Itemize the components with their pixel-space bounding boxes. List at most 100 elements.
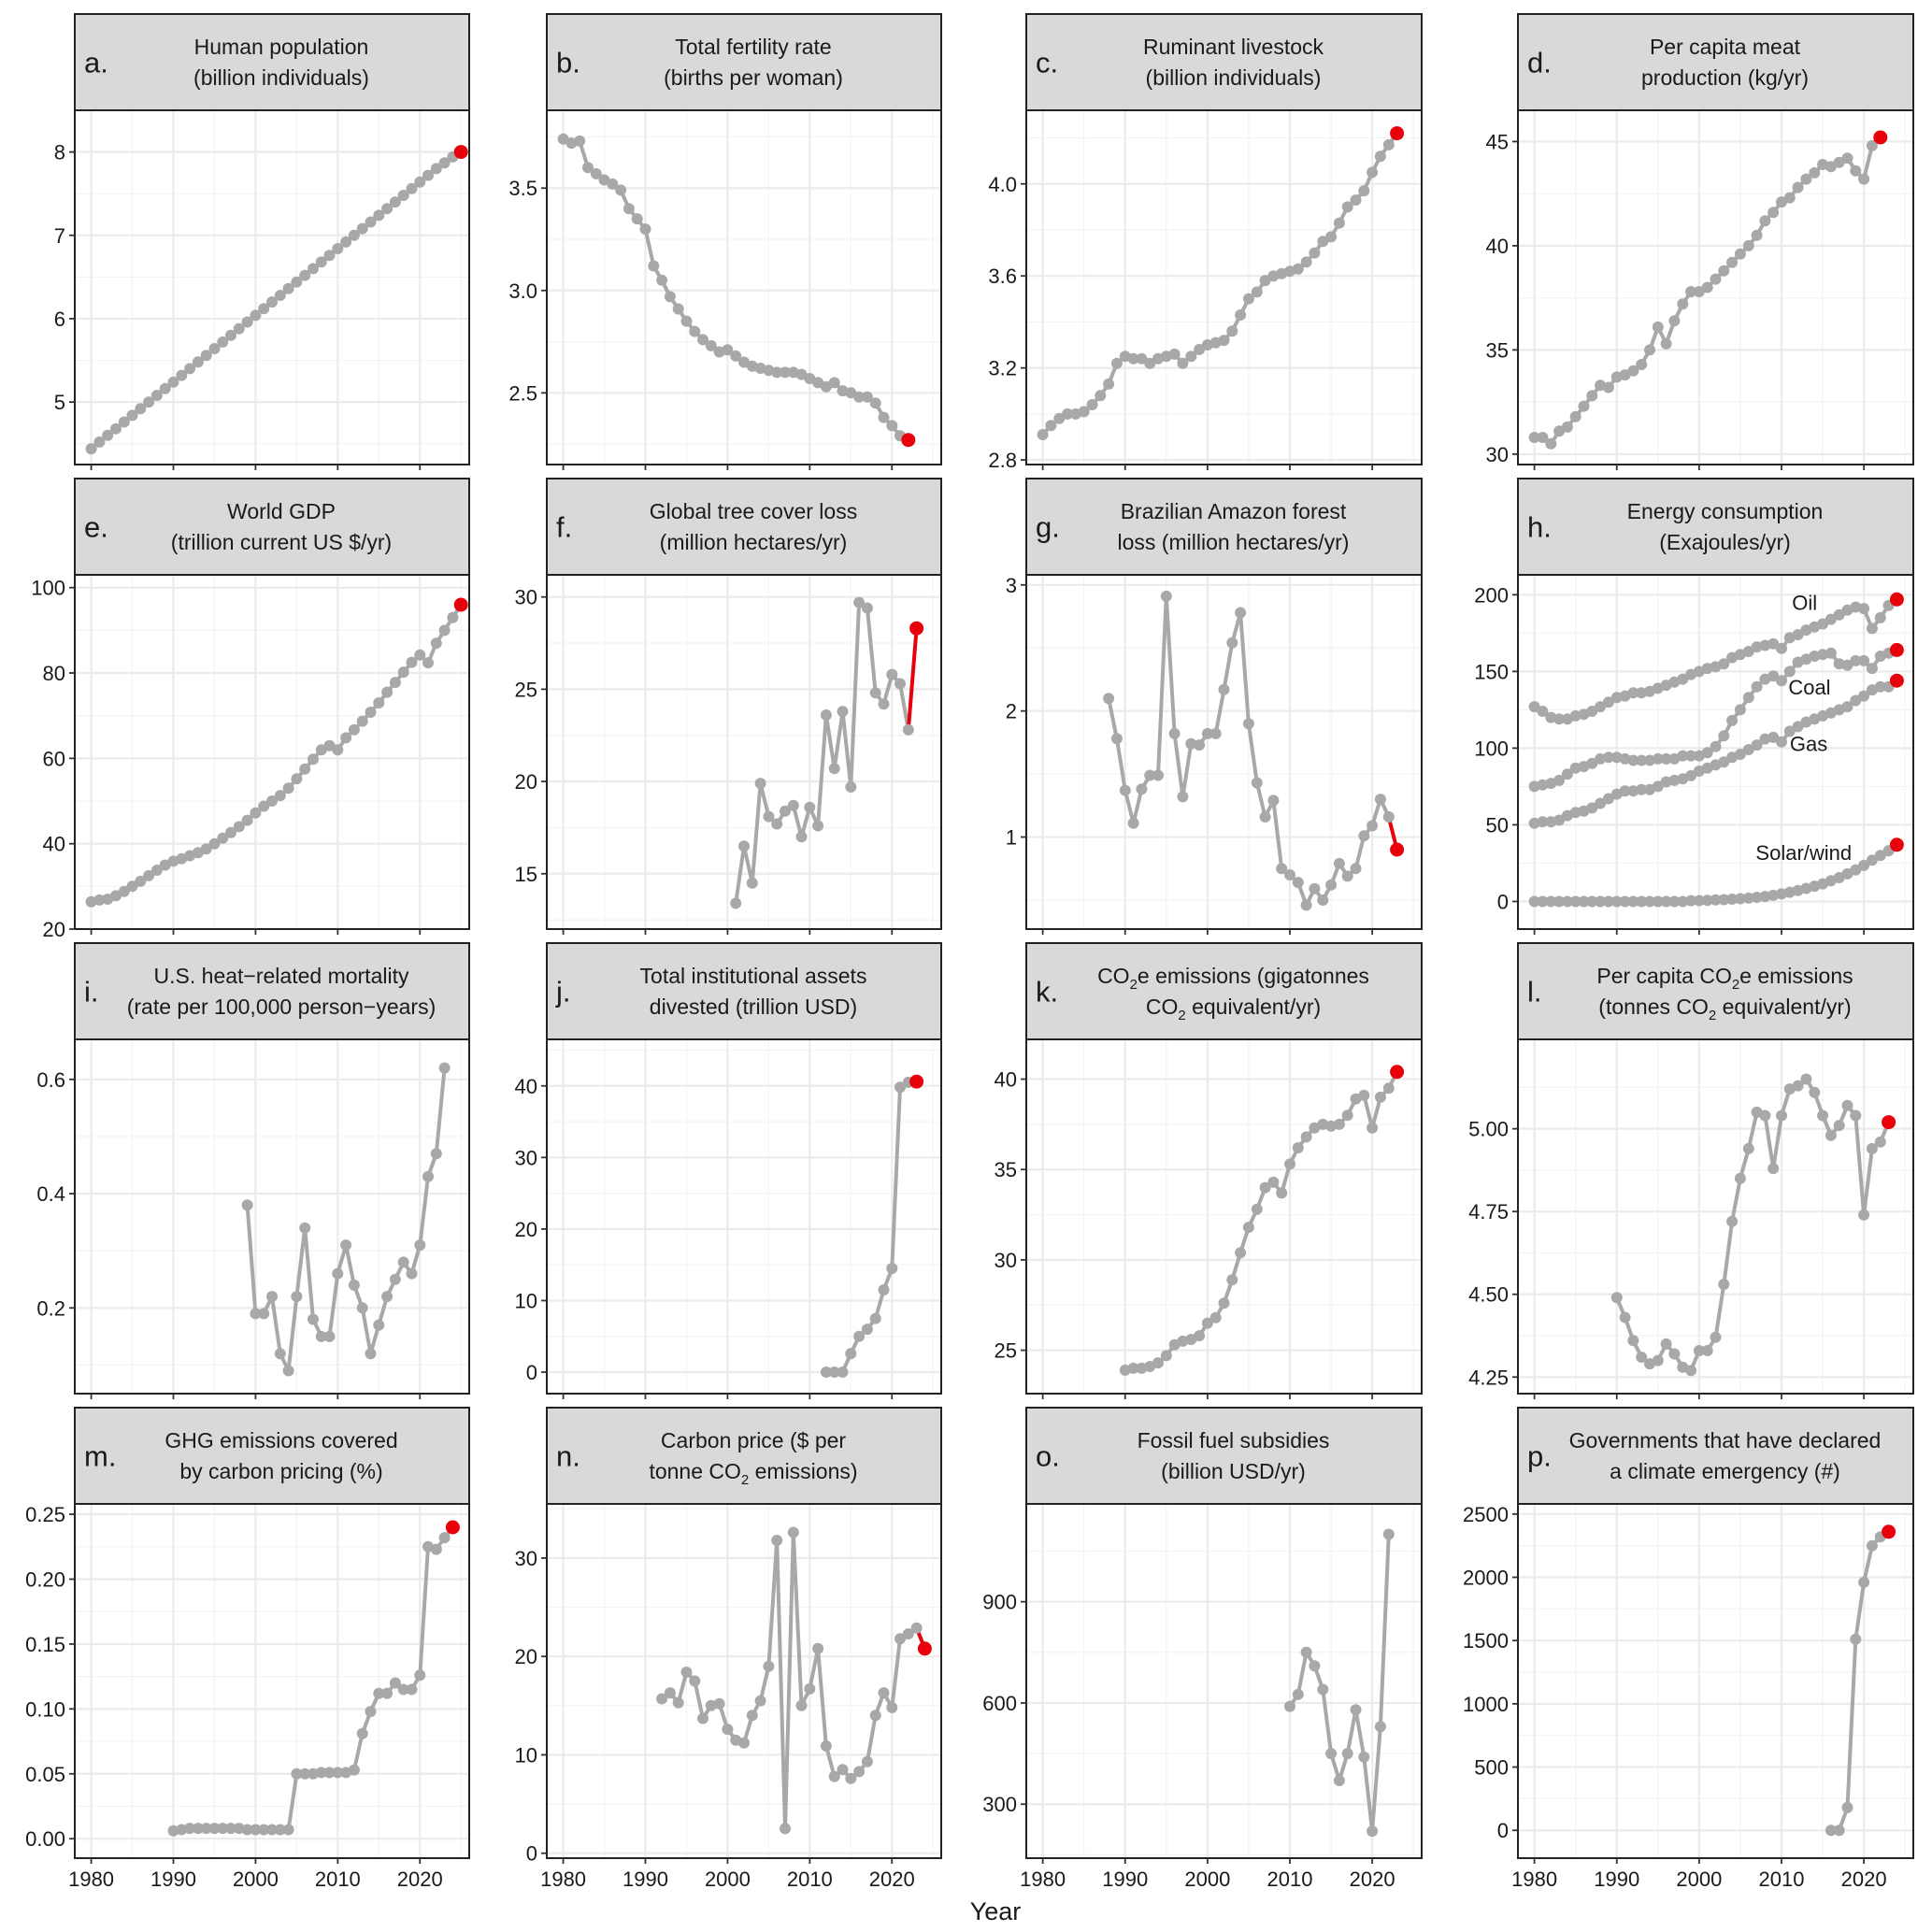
y-tick-label: 1 bbox=[1006, 826, 1017, 850]
latest-data-point bbox=[453, 145, 468, 160]
panel-title-line: (million hectares/yr) bbox=[660, 530, 848, 554]
y-tick-label: 300 bbox=[982, 1793, 1017, 1816]
series-group bbox=[557, 133, 916, 448]
data-point bbox=[1817, 618, 1829, 630]
data-point bbox=[1685, 1365, 1697, 1377]
data-point bbox=[1136, 352, 1148, 365]
data-point bbox=[348, 1279, 360, 1291]
data-point bbox=[1636, 1352, 1648, 1363]
y-tick-label: 3 bbox=[1006, 574, 1017, 597]
data-point bbox=[837, 1367, 849, 1378]
data-point bbox=[639, 223, 651, 236]
data-point bbox=[1251, 1203, 1263, 1215]
data-point bbox=[1858, 690, 1870, 702]
data-point bbox=[225, 329, 236, 341]
panel-letter: f. bbox=[556, 511, 572, 544]
data-point bbox=[274, 1348, 286, 1360]
data-point bbox=[1160, 1350, 1172, 1362]
data-point bbox=[1595, 797, 1607, 809]
data-point bbox=[1358, 1751, 1370, 1763]
data-point bbox=[192, 1823, 204, 1835]
latest-data-point bbox=[1390, 842, 1405, 857]
data-point bbox=[697, 1712, 708, 1724]
data-point bbox=[1726, 894, 1739, 905]
panel-j: j. Total institutional assets divested (tr… bbox=[515, 942, 942, 1399]
x-tick-label: 2010 bbox=[1759, 1868, 1805, 1891]
y-tick-label: 40 bbox=[995, 1068, 1017, 1092]
data-point bbox=[1602, 793, 1614, 805]
data-point bbox=[1586, 757, 1598, 769]
data-point bbox=[1325, 879, 1338, 891]
data-point bbox=[1767, 670, 1780, 682]
data-point bbox=[1127, 1362, 1139, 1374]
plot-border bbox=[1025, 109, 1423, 465]
data-point bbox=[1537, 706, 1549, 717]
y-tick-label: 150 bbox=[1474, 660, 1509, 683]
data-point bbox=[1602, 895, 1614, 908]
data-point bbox=[1177, 357, 1189, 369]
data-point bbox=[1701, 281, 1713, 293]
data-point bbox=[340, 236, 352, 248]
panel-e: e. World GDP (trillion current US $/yr) 20 4… bbox=[31, 478, 470, 941]
data-point bbox=[365, 1706, 377, 1718]
data-point bbox=[1095, 390, 1107, 402]
data-point bbox=[1742, 1142, 1754, 1154]
data-point bbox=[861, 1755, 873, 1767]
data-point bbox=[241, 1824, 253, 1836]
latest-data-point bbox=[1873, 130, 1888, 145]
data-point bbox=[1874, 611, 1886, 623]
panel-title-line: Total institutional assets bbox=[640, 964, 867, 988]
y-tick-label: 200 bbox=[1474, 583, 1509, 607]
data-point bbox=[1668, 315, 1681, 327]
data-point bbox=[93, 436, 106, 448]
data-point bbox=[1333, 1775, 1345, 1786]
data-point bbox=[1194, 739, 1206, 751]
panel-title-strip bbox=[546, 942, 942, 1040]
panel-title-strip bbox=[74, 478, 470, 576]
data-point bbox=[730, 350, 742, 362]
data-point bbox=[1586, 390, 1598, 402]
y-tick-label: 2.5 bbox=[508, 381, 537, 405]
data-point bbox=[1710, 740, 1722, 752]
data-point bbox=[1701, 894, 1713, 907]
x-tick-label: 2020 bbox=[397, 1868, 443, 1891]
data-point bbox=[266, 1824, 278, 1836]
y-tick-label: 0 bbox=[526, 1361, 537, 1384]
panel-title-line: divested (trillion USD) bbox=[650, 995, 857, 1019]
data-point bbox=[689, 1675, 701, 1687]
data-point bbox=[705, 339, 717, 351]
data-point bbox=[1292, 263, 1304, 275]
latest-change-segment bbox=[906, 626, 919, 732]
data-point bbox=[422, 1170, 434, 1182]
data-point bbox=[828, 1367, 840, 1378]
gridlines bbox=[75, 110, 469, 465]
y-tick-label: 0.6 bbox=[36, 1068, 65, 1092]
data-point bbox=[332, 744, 344, 756]
data-point bbox=[771, 818, 783, 830]
data-point bbox=[1537, 432, 1549, 443]
gridlines bbox=[1026, 1504, 1422, 1858]
data-point bbox=[438, 624, 451, 637]
data-point bbox=[1194, 343, 1206, 355]
data-point bbox=[1341, 1748, 1353, 1760]
y-tick-label: 8 bbox=[54, 141, 65, 165]
data-point bbox=[250, 1824, 262, 1836]
x-axis-label: Year bbox=[970, 1897, 1022, 1925]
y-tick-label: 4.50 bbox=[1468, 1283, 1509, 1307]
data-point bbox=[1292, 877, 1304, 889]
data-point bbox=[208, 837, 221, 850]
data-point bbox=[680, 315, 693, 327]
panel-title-line: production (kg/yr) bbox=[1641, 65, 1809, 90]
plot-area bbox=[1025, 1503, 1423, 1859]
data-point bbox=[1841, 152, 1853, 165]
data-point bbox=[804, 801, 816, 813]
panel-title-strip bbox=[1025, 942, 1423, 1040]
data-point bbox=[1858, 654, 1870, 666]
data-point bbox=[1325, 1748, 1338, 1760]
data-point bbox=[315, 1767, 327, 1779]
data-point bbox=[1119, 784, 1131, 796]
data-point bbox=[1553, 895, 1566, 908]
data-point bbox=[1317, 236, 1329, 248]
plot-border bbox=[1025, 1503, 1423, 1859]
